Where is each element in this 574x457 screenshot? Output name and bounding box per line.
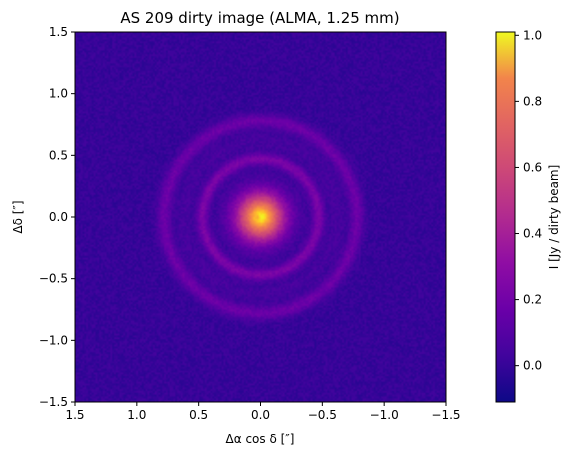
x-axis: 1.5 1.0 0.5 0.0 −0.5 −1.0 −1.5 (65, 402, 461, 422)
x-tick-label: 0.5 (189, 408, 208, 422)
colorbar-tick-label: 0.4 (523, 227, 542, 241)
colorbar-axis: 0.0 0.2 0.4 0.6 0.8 1.0 (515, 28, 542, 373)
y-tick-label: −0.5 (39, 272, 68, 286)
x-tick-label: −0.5 (308, 408, 337, 422)
x-tick-label: 1.5 (65, 408, 84, 422)
colorbar-tick-label: 1.0 (523, 28, 542, 42)
y-tick-label: 1.0 (49, 87, 68, 101)
x-tick-label: −1.5 (431, 408, 460, 422)
colorbar-tick-label: 0.6 (523, 160, 542, 174)
colorbar-tick-label: 0.8 (523, 94, 542, 108)
x-tick-label: −1.0 (370, 408, 399, 422)
colorbar (495, 31, 516, 403)
y-tick-label: −1.5 (39, 395, 68, 409)
y-axis-label: Δδ [″] (11, 200, 25, 233)
heatmap-image (75, 32, 446, 402)
y-tick-label: 0.0 (49, 210, 68, 224)
y-axis: 1.5 1.0 0.5 0.0 −0.5 −1.0 −1.5 (39, 25, 75, 409)
chart-title: AS 209 dirty image (ALMA, 1.25 mm) (120, 9, 399, 27)
y-tick-label: −1.0 (39, 333, 68, 347)
colorbar-tick-label: 0.0 (523, 359, 542, 373)
colorbar-tick-label: 0.2 (523, 293, 542, 307)
y-tick-label: 0.5 (49, 148, 68, 162)
colorbar-label: I [Jy / dirty beam] (547, 165, 561, 270)
y-tick-label: 1.5 (49, 25, 68, 39)
x-tick-label: 0.0 (251, 408, 270, 422)
x-axis-label: Δα cos δ [″] (226, 432, 295, 446)
x-tick-label: 1.0 (127, 408, 146, 422)
